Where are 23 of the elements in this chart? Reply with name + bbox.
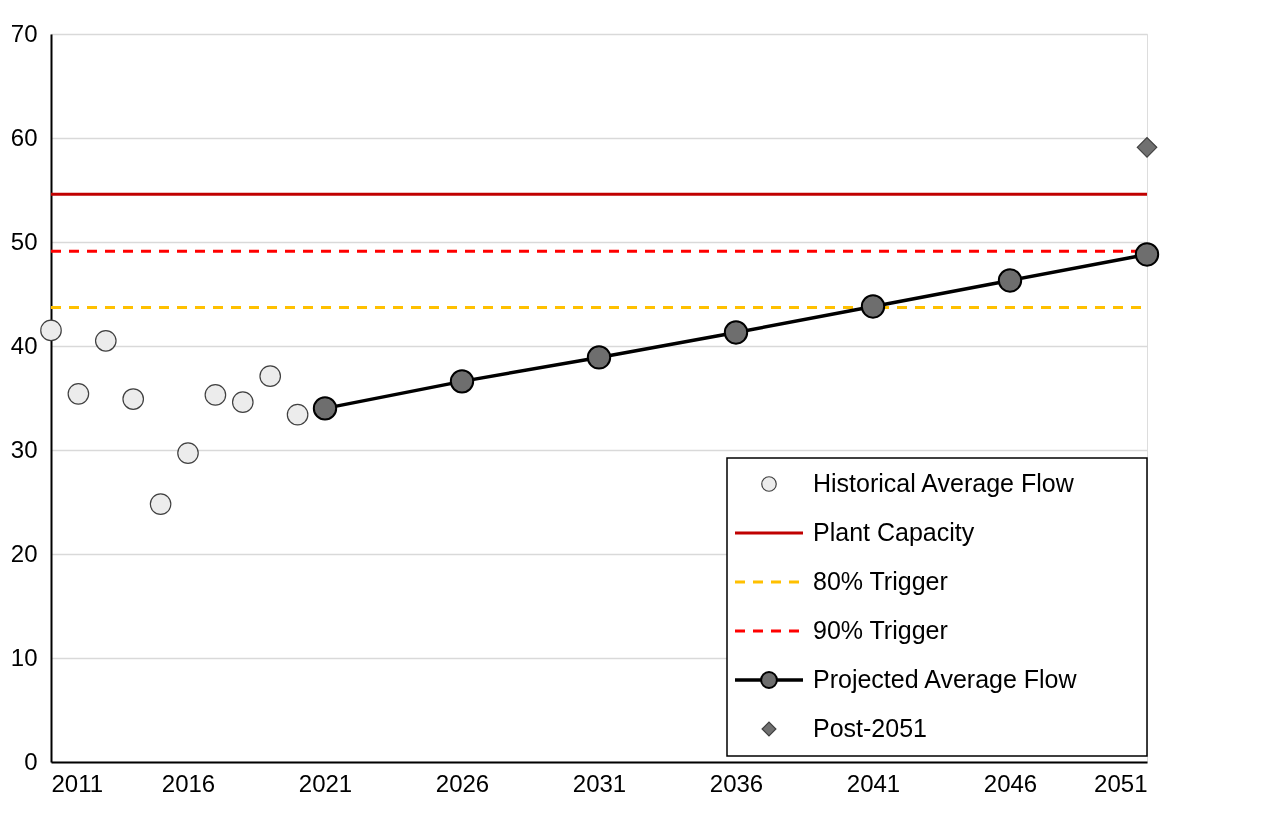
x-tick-label: 2026 [435,769,490,797]
y-tick-label: 50 [10,227,38,255]
legend-label: Historical Average Flow [813,469,1075,497]
y-tick-label: 0 [24,747,38,775]
x-tick-label: 2016 [161,769,216,797]
x-tick-label: 2046 [983,769,1038,797]
x-tick-label: 2021 [298,769,353,797]
y-tick-label: 60 [10,123,38,151]
x-tick-label: 2031 [572,769,627,797]
legend-label: 80% Trigger [813,567,948,595]
legend-label: 90% Trigger [813,616,948,644]
x-tick-label: 2011 [51,769,104,797]
x-tick-label: 2041 [846,769,901,797]
y-tick-label: 10 [10,643,38,671]
legend-label: Projected Average Flow [813,665,1078,693]
y-tick-label: 40 [10,331,38,359]
y-tick-label: 20 [10,539,38,567]
y-tick-label: 30 [10,435,38,463]
legend-label: Plant Capacity [813,518,975,546]
y-tick-label: 70 [10,19,38,47]
x-tick-label: 2036 [709,769,764,797]
legend-label: Post-2051 [813,714,927,742]
x-tick-label: 2051 [1094,769,1148,797]
